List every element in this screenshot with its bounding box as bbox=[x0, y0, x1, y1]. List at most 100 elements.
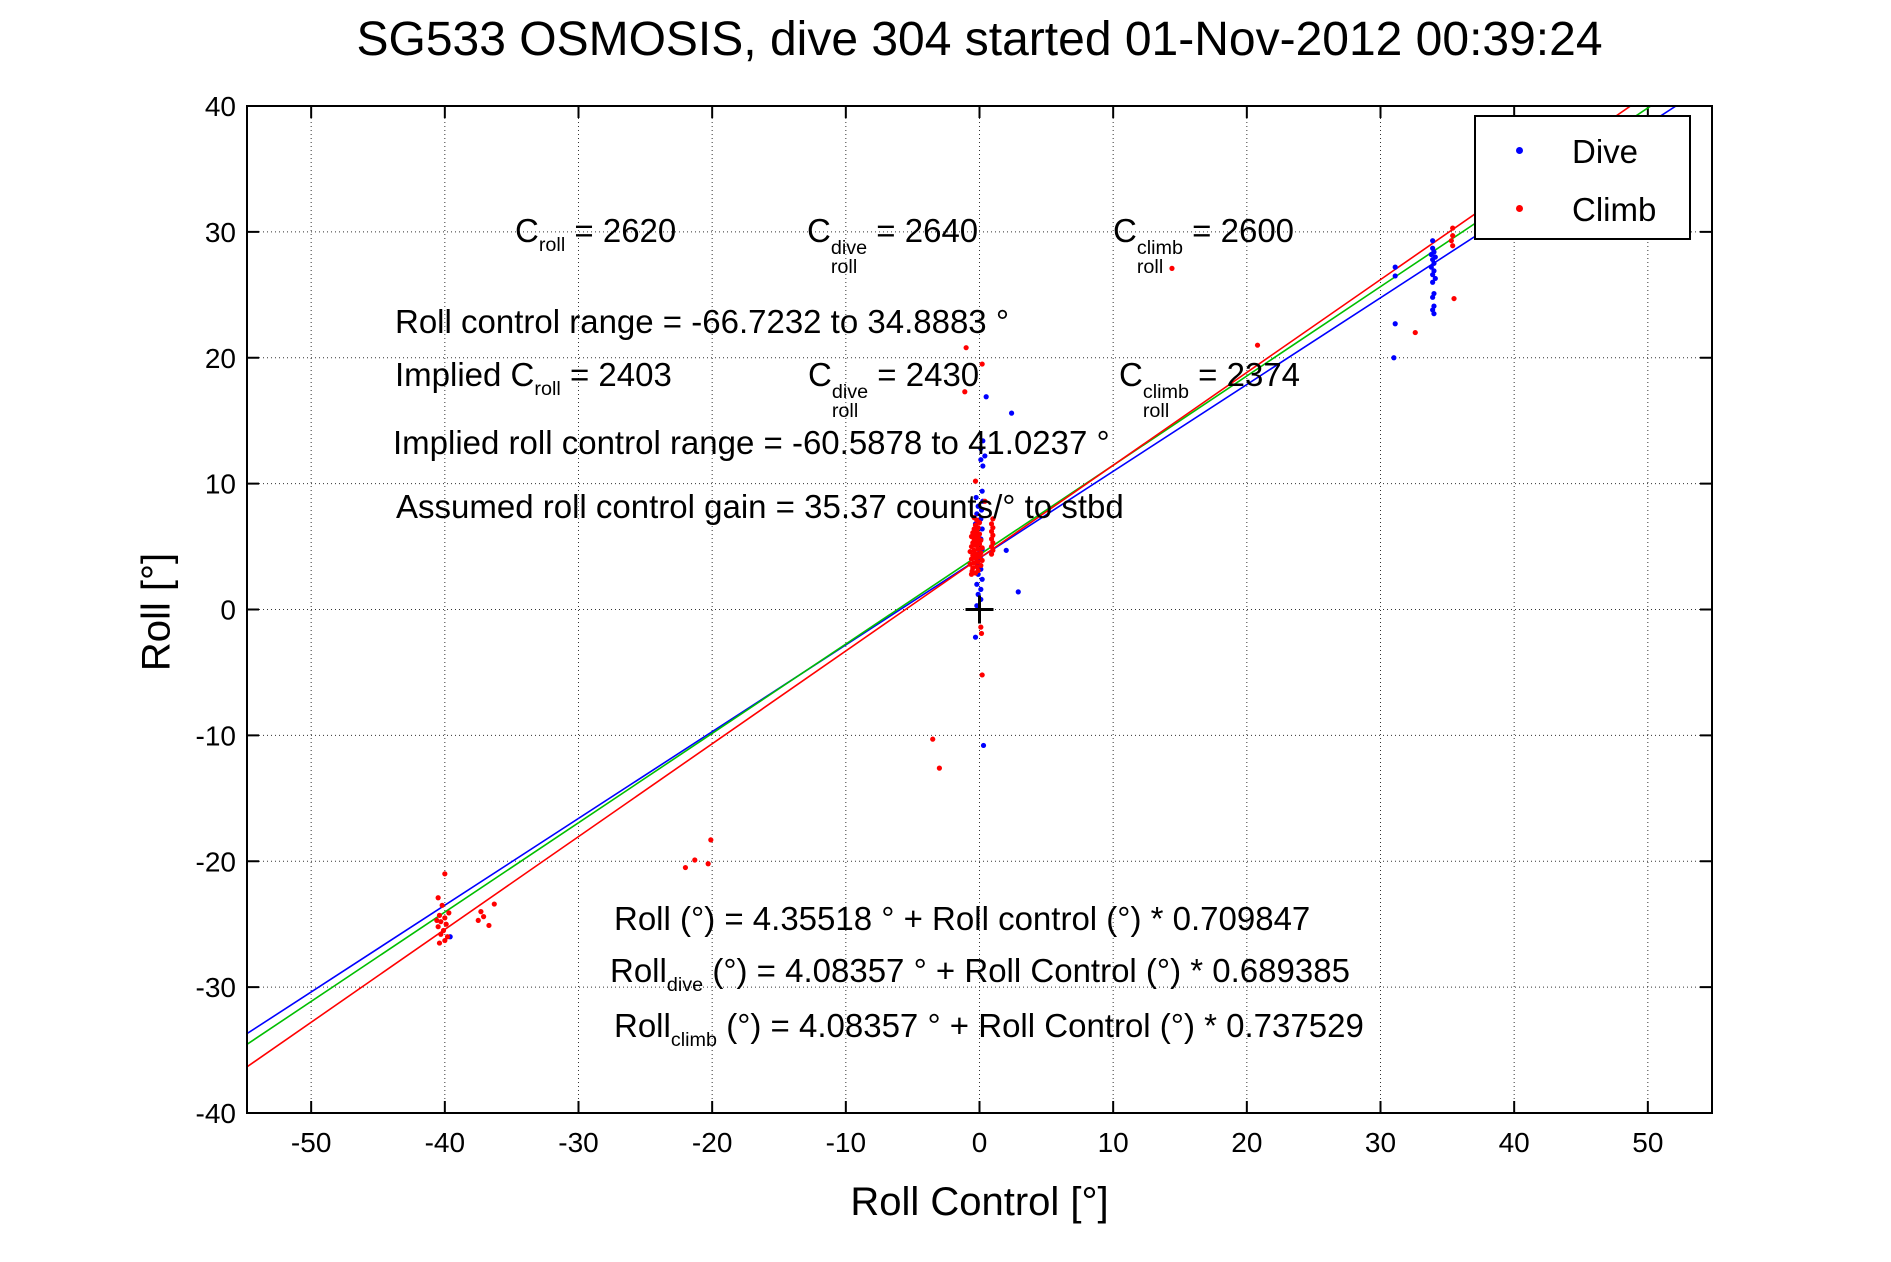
x-tick-label: 20 bbox=[1231, 1127, 1262, 1158]
y-tick-label: 10 bbox=[205, 469, 236, 500]
data-point bbox=[963, 345, 969, 351]
data-point bbox=[1391, 355, 1397, 361]
data-point bbox=[974, 542, 981, 548]
data-point bbox=[1254, 342, 1261, 348]
data-point bbox=[978, 630, 985, 637]
data-point bbox=[486, 922, 492, 929]
axis-ticks bbox=[247, 105, 1712, 1114]
data-point bbox=[1003, 547, 1009, 553]
data-point bbox=[438, 931, 444, 937]
x-tick-label: -50 bbox=[291, 1127, 331, 1158]
data-point bbox=[478, 909, 484, 915]
data-point bbox=[446, 910, 452, 916]
assumed-gain-annotation: Assumed roll control gain = 35.37 counts… bbox=[396, 488, 1124, 525]
data-point bbox=[708, 837, 714, 843]
data-point bbox=[439, 902, 445, 908]
data-point bbox=[979, 557, 985, 564]
data-point bbox=[705, 861, 711, 867]
x-tick-label: 30 bbox=[1365, 1127, 1396, 1158]
data-point bbox=[438, 919, 444, 925]
tick-labels: -50 -40 -30 -20 -10 0 10 20 30 40 50 -40 -30 -20 -10 0 1… bbox=[196, 91, 1664, 1158]
data-point bbox=[436, 940, 443, 946]
y-tick-label: -20 bbox=[196, 846, 236, 877]
implied-c-roll-annotation: Implied Croll = 2403 bbox=[395, 356, 672, 400]
data-point bbox=[480, 914, 487, 920]
data-point bbox=[979, 361, 985, 367]
y-tick-label: -10 bbox=[196, 720, 236, 751]
data-point bbox=[1169, 265, 1175, 271]
data-point bbox=[983, 394, 989, 400]
x-tick-label: 0 bbox=[972, 1127, 988, 1158]
data-point bbox=[978, 624, 984, 630]
legend: Dive Climb bbox=[1474, 115, 1691, 240]
y-tick-label: -30 bbox=[196, 972, 236, 1003]
data-point bbox=[491, 901, 497, 907]
data-point bbox=[936, 765, 942, 771]
legend-item-dive: Dive bbox=[1476, 123, 1689, 175]
data-point bbox=[979, 672, 985, 678]
y-tick-label: 0 bbox=[220, 595, 236, 626]
data-point bbox=[1432, 275, 1438, 282]
data-point bbox=[1392, 321, 1398, 327]
data-point bbox=[967, 561, 973, 567]
origin-plus-marker bbox=[965, 595, 994, 624]
roll-control-range-annotation: Roll control range = -66.7232 to 34.8883… bbox=[395, 303, 1010, 340]
x-tick-label: -10 bbox=[826, 1127, 866, 1158]
data-point bbox=[444, 934, 451, 940]
x-tick-label: -30 bbox=[558, 1127, 598, 1158]
data-point bbox=[442, 915, 448, 921]
data-point bbox=[443, 921, 449, 927]
data-point bbox=[1428, 264, 1434, 270]
data-point bbox=[1428, 251, 1434, 258]
data-point bbox=[1431, 260, 1437, 266]
data-point bbox=[1392, 273, 1398, 279]
legend-item-climb: Climb bbox=[1476, 181, 1689, 233]
climb-marker-icon bbox=[1516, 205, 1523, 212]
x-tick-label: 40 bbox=[1499, 1127, 1530, 1158]
x-tick-label: -20 bbox=[692, 1127, 732, 1158]
data-point bbox=[979, 526, 985, 532]
y-axis-label: Roll [°] bbox=[134, 552, 179, 672]
data-point bbox=[982, 453, 988, 459]
fit-all-annotation: Roll (°) = 4.35518 ° + Roll control (°) … bbox=[614, 900, 1311, 937]
data-point bbox=[682, 864, 689, 871]
data-point bbox=[1430, 238, 1436, 244]
data-point bbox=[973, 526, 979, 533]
fit-dive-annotation: Rolldive (°) = 4.08357 ° + Roll Control … bbox=[610, 952, 1350, 996]
data-point bbox=[979, 488, 985, 494]
y-tick-label: 20 bbox=[205, 343, 236, 374]
data-point bbox=[440, 927, 447, 934]
data-point bbox=[970, 532, 977, 538]
legend-label-climb: Climb bbox=[1572, 191, 1657, 228]
data-point bbox=[975, 503, 981, 509]
x-tick-label: 10 bbox=[1098, 1127, 1129, 1158]
data-point bbox=[1430, 294, 1436, 300]
data-point bbox=[434, 917, 440, 924]
data-point bbox=[978, 457, 984, 463]
data-point bbox=[1412, 329, 1418, 336]
data-point bbox=[930, 736, 936, 742]
scatter-climb bbox=[434, 225, 1457, 946]
data-point bbox=[979, 545, 985, 551]
data-point bbox=[969, 568, 975, 574]
data-point bbox=[962, 389, 968, 395]
data-point bbox=[975, 546, 981, 552]
data-point bbox=[1448, 238, 1454, 244]
data-point bbox=[1008, 410, 1015, 416]
data-point bbox=[972, 478, 979, 484]
dive-marker-icon bbox=[1516, 147, 1523, 154]
data-point bbox=[1392, 264, 1398, 270]
data-point bbox=[1450, 225, 1456, 231]
data-point bbox=[1015, 589, 1021, 595]
data-point bbox=[1451, 295, 1457, 302]
data-point bbox=[442, 937, 448, 944]
y-tick-label: 30 bbox=[205, 217, 236, 248]
y-tick-label: 40 bbox=[205, 91, 236, 122]
data-point bbox=[971, 560, 977, 566]
data-point bbox=[1431, 311, 1437, 317]
data-point bbox=[978, 586, 984, 592]
